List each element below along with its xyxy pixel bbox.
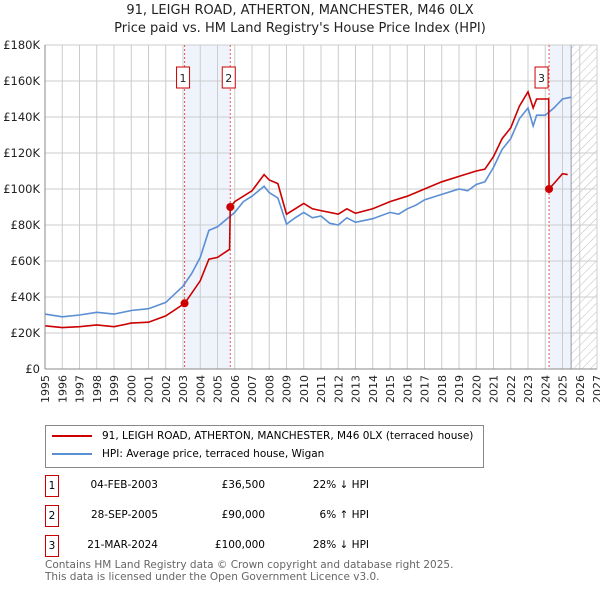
sale-point bbox=[180, 299, 189, 308]
x-tick-label: 2017 bbox=[419, 375, 432, 403]
y-tick-label: £40K bbox=[11, 290, 41, 304]
x-tick-label: 2004 bbox=[194, 375, 207, 403]
y-tick-label: £100K bbox=[3, 182, 40, 196]
footer-line-2: This data is licensed under the Open Gov… bbox=[45, 571, 380, 583]
property-price-line bbox=[44, 89, 568, 329]
x-tick-label: 2008 bbox=[263, 375, 276, 403]
transaction-date: 04-FEB-2003 bbox=[90, 479, 158, 491]
x-tick-label: 1998 bbox=[91, 375, 104, 403]
sale-point bbox=[226, 203, 235, 211]
sale-badge-label: 2 bbox=[225, 72, 232, 85]
x-tick-label: 1996 bbox=[56, 375, 69, 403]
x-tick-label: 2000 bbox=[125, 375, 138, 403]
transaction-row: 3 21-MAR-2024 £100,000 28% ↓ HPI bbox=[45, 535, 445, 557]
x-tick-label: 2027 bbox=[591, 375, 600, 403]
footer: Contains HM Land Registry data © Crown c… bbox=[45, 559, 453, 583]
transaction-price: £90,000 bbox=[221, 509, 265, 521]
transaction-row: 2 28-SEP-2005 £90,000 6% ↑ HPI bbox=[45, 505, 445, 527]
transaction-date: 21-MAR-2024 bbox=[87, 539, 158, 551]
x-tick-label: 2016 bbox=[401, 375, 414, 403]
x-tick-label: 2015 bbox=[384, 375, 397, 403]
sale-badge bbox=[534, 66, 549, 89]
y-tick-label: £80K bbox=[11, 218, 41, 232]
hpi-line bbox=[44, 96, 572, 318]
x-tick-label: 2021 bbox=[488, 375, 501, 403]
transaction-hpi: 6% ↑ HPI bbox=[319, 509, 369, 521]
sale-badge bbox=[221, 66, 236, 89]
sale-point bbox=[545, 185, 554, 193]
x-tick-label: 2019 bbox=[453, 375, 466, 403]
legend-hpi-swatch bbox=[52, 453, 92, 455]
x-tick-label: 2011 bbox=[315, 375, 328, 403]
x-tick-label: 2007 bbox=[246, 375, 259, 403]
x-tick-label: 1995 bbox=[39, 375, 52, 403]
chart-subtitle: Price paid vs. HM Land Registry's House … bbox=[114, 21, 486, 36]
x-tick-label: 2009 bbox=[281, 375, 294, 403]
transaction-badge: 1 bbox=[45, 475, 59, 497]
transaction-price: £36,500 bbox=[221, 479, 265, 491]
y-tick-label: £60K bbox=[11, 254, 41, 268]
transaction-hpi: 28% ↓ HPI bbox=[312, 539, 369, 551]
x-tick-label: 2005 bbox=[212, 375, 225, 403]
sale-badge-label: 3 bbox=[538, 72, 545, 85]
legend-property-label: 91, LEIGH ROAD, ATHERTON, MANCHESTER, M4… bbox=[102, 430, 474, 442]
sale-badge bbox=[176, 66, 191, 89]
x-tick-label: 1999 bbox=[108, 375, 121, 403]
x-tick-label: 2026 bbox=[574, 375, 587, 403]
x-tick-label: 2013 bbox=[350, 375, 363, 403]
x-tick-label: 2025 bbox=[557, 375, 570, 403]
price-chart: 1995 1996 1997 1998 1999 2000 2001 2002 2003 2004… bbox=[3, 38, 600, 403]
legend-hpi-label: HPI: Average price, terraced house, Wiga… bbox=[102, 448, 325, 460]
x-tick-label: 2002 bbox=[160, 375, 173, 403]
x-tick-label: 2018 bbox=[436, 375, 449, 403]
x-tick-label: 2006 bbox=[229, 375, 242, 403]
x-tick-label: 2023 bbox=[522, 375, 535, 403]
legend: 91, LEIGH ROAD, ATHERTON, MANCHESTER, M4… bbox=[45, 425, 484, 468]
legend-property-swatch bbox=[52, 435, 92, 437]
y-tick-label: £0 bbox=[25, 362, 40, 376]
transaction-row: 1 04-FEB-2003 £36,500 22% ↓ HPI bbox=[45, 475, 445, 497]
shaded-period bbox=[184, 45, 231, 369]
transaction-price: £100,000 bbox=[214, 539, 265, 551]
footer-line-1: Contains HM Land Registry data © Crown c… bbox=[45, 559, 454, 571]
x-tick-label: 2020 bbox=[470, 375, 483, 403]
x-tick-label: 1997 bbox=[74, 375, 87, 403]
sale-badge-label: 1 bbox=[180, 72, 187, 85]
transaction-hpi: 22% ↓ HPI bbox=[312, 479, 369, 491]
y-tick-label: £120K bbox=[3, 146, 40, 160]
transaction-badge: 2 bbox=[45, 505, 59, 527]
x-tick-label: 2001 bbox=[143, 375, 156, 403]
x-tick-label: 2014 bbox=[367, 375, 380, 403]
x-tick-label: 2012 bbox=[332, 375, 345, 403]
shaded-period bbox=[549, 45, 572, 369]
forecast-hatch bbox=[571, 45, 597, 369]
x-tick-label: 2024 bbox=[539, 375, 552, 403]
y-tick-label: £20K bbox=[11, 326, 41, 340]
chart-title: 91, LEIGH ROAD, ATHERTON, MANCHESTER, M4… bbox=[126, 3, 474, 18]
transaction-badge: 3 bbox=[45, 535, 59, 557]
y-tick-label: £140K bbox=[3, 110, 40, 124]
y-tick-label: £160K bbox=[3, 74, 40, 88]
x-tick-label: 2003 bbox=[177, 375, 190, 403]
x-tick-label: 2022 bbox=[505, 375, 518, 403]
x-tick-label: 2010 bbox=[298, 375, 311, 403]
transaction-date: 28-SEP-2005 bbox=[90, 509, 158, 521]
y-tick-label: £180K bbox=[3, 38, 40, 52]
